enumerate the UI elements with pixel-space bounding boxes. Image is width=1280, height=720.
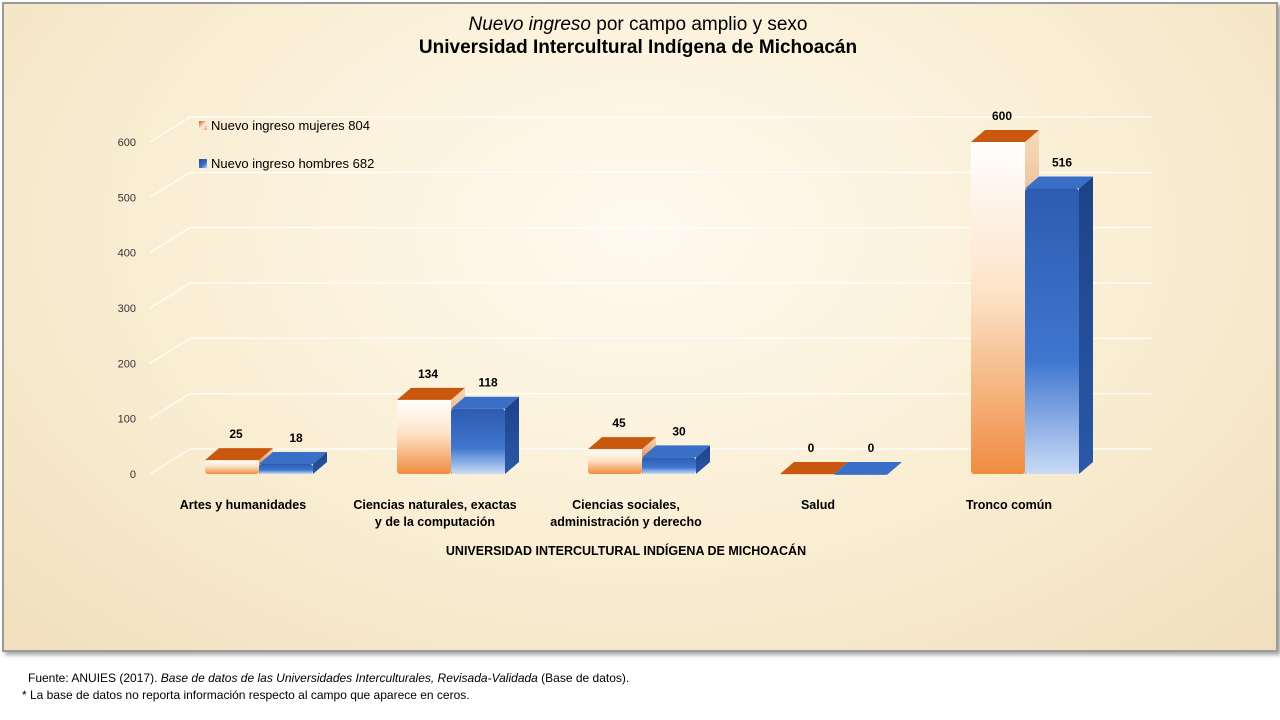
- footer-note: * La base de datos no reporta informació…: [22, 688, 470, 702]
- bar-front: [451, 408, 505, 474]
- legend-label-hombres: Nuevo ingreso hombres 682: [211, 156, 375, 171]
- bar-hombres: [642, 445, 710, 474]
- x-category-label: Tronco común: [966, 498, 1052, 512]
- bar-top: [588, 437, 656, 450]
- bar-top: [971, 130, 1039, 142]
- y-tick-label: 100: [118, 414, 136, 426]
- bar-mujeres: [205, 448, 273, 474]
- x-category-label: y de la computación: [375, 515, 495, 529]
- gridline-diagonal: [149, 171, 191, 198]
- bar-front: [780, 474, 834, 475]
- bar-side: [313, 452, 327, 474]
- x-category-label: administración y derecho: [550, 515, 702, 529]
- bar-hombres: [451, 396, 519, 474]
- x-category-label: Artes y humanidades: [180, 498, 306, 512]
- y-tick-label: 400: [118, 248, 136, 260]
- bar-top: [451, 396, 519, 409]
- bar-side: [505, 396, 519, 474]
- footer-source-title: Base de datos de las Universidades Inter…: [160, 671, 538, 685]
- bar-top: [397, 387, 465, 400]
- legend-swatch-mujeres: [199, 121, 207, 130]
- bar-front: [588, 449, 642, 474]
- x-category-label: Ciencias naturales, exactas: [353, 498, 516, 512]
- bar-top: [780, 462, 848, 474]
- bar-front: [397, 399, 451, 474]
- bar-top: [642, 445, 710, 458]
- legend-label-mujeres: Nuevo ingreso mujeres 804: [211, 118, 370, 133]
- bar-front: [971, 142, 1025, 474]
- y-tick-label: 300: [118, 303, 136, 315]
- bar-front: [205, 460, 259, 474]
- y-tick-label: 600: [118, 137, 136, 149]
- chart-title-rest: por campo amplio y sexo: [591, 14, 808, 35]
- data-label-hombres: 516: [1052, 155, 1072, 169]
- legend-item-mujeres: Nuevo ingreso mujeres 804: [199, 118, 370, 133]
- y-tick-label: 0: [130, 469, 136, 481]
- bar-mujeres: [780, 462, 848, 475]
- footer-source-prefix: Fuente: ANUIES (2017).: [28, 671, 161, 685]
- bar-top: [259, 452, 327, 465]
- chart-title-italic: Nuevo ingreso: [468, 14, 592, 35]
- bar-front: [259, 464, 313, 474]
- data-label-hombres: 18: [289, 431, 303, 445]
- x-axis-title: UNIVERSIDAD INTERCULTURAL INDÍGENA DE MI…: [446, 543, 806, 558]
- data-labels: 25 18 134 118 45 30 0 0 600 516: [229, 109, 1072, 455]
- bar-front: [834, 474, 888, 475]
- gridline-diagonal: [149, 227, 191, 254]
- data-label-mujeres: 25: [229, 427, 243, 441]
- footer-source: Fuente: ANUIES (2017). Base de datos de …: [28, 671, 629, 685]
- gridline-diagonal: [149, 337, 191, 364]
- gridline-diagonal: [149, 448, 191, 475]
- bar-top: [1025, 176, 1093, 189]
- chart-title-line2: Universidad Intercultural Indígena de Mi…: [418, 37, 858, 58]
- chart-title-line1: Nuevo ingreso por campo amplio y sexo: [0, 14, 1276, 36]
- data-label-hombres: 118: [478, 376, 498, 390]
- y-tick-label: 200: [118, 358, 136, 370]
- data-label-hombres: 0: [868, 441, 875, 455]
- legend-swatch-hombres: [199, 159, 207, 168]
- bar-side: [1079, 176, 1093, 475]
- bar-hombres: [834, 462, 902, 475]
- x-axis-categories: Artes y humanidades Ciencias naturales, e…: [180, 498, 1052, 529]
- data-label-mujeres: 0: [808, 441, 815, 455]
- data-label-mujeres: 134: [418, 367, 438, 381]
- bar-side: [696, 445, 710, 474]
- gridline-diagonal: [149, 116, 191, 143]
- gridline: [149, 116, 1152, 143]
- y-axis-ticks: 0 100 200 300 400 500 600: [118, 137, 136, 481]
- bar-hombres: [259, 452, 327, 474]
- bar-top: [834, 462, 902, 474]
- bar-front: [1025, 188, 1079, 475]
- bars: [205, 130, 1093, 475]
- gridline-diagonal: [149, 282, 191, 309]
- bar-top: [205, 448, 273, 461]
- footer-source-suffix: (Base de datos).: [537, 671, 630, 685]
- gridline-diagonal: [149, 393, 191, 420]
- bar-front: [642, 457, 696, 474]
- y-tick-label: 500: [118, 192, 136, 204]
- x-category-label: Ciencias sociales,: [572, 498, 680, 512]
- x-category-label: Salud: [801, 498, 835, 512]
- bar-hombres: [1025, 176, 1093, 475]
- data-label-hombres: 30: [672, 424, 686, 438]
- legend-item-hombres: Nuevo ingreso hombres 682: [199, 156, 374, 171]
- data-label-mujeres: 45: [612, 416, 626, 430]
- data-label-mujeres: 600: [992, 109, 1012, 123]
